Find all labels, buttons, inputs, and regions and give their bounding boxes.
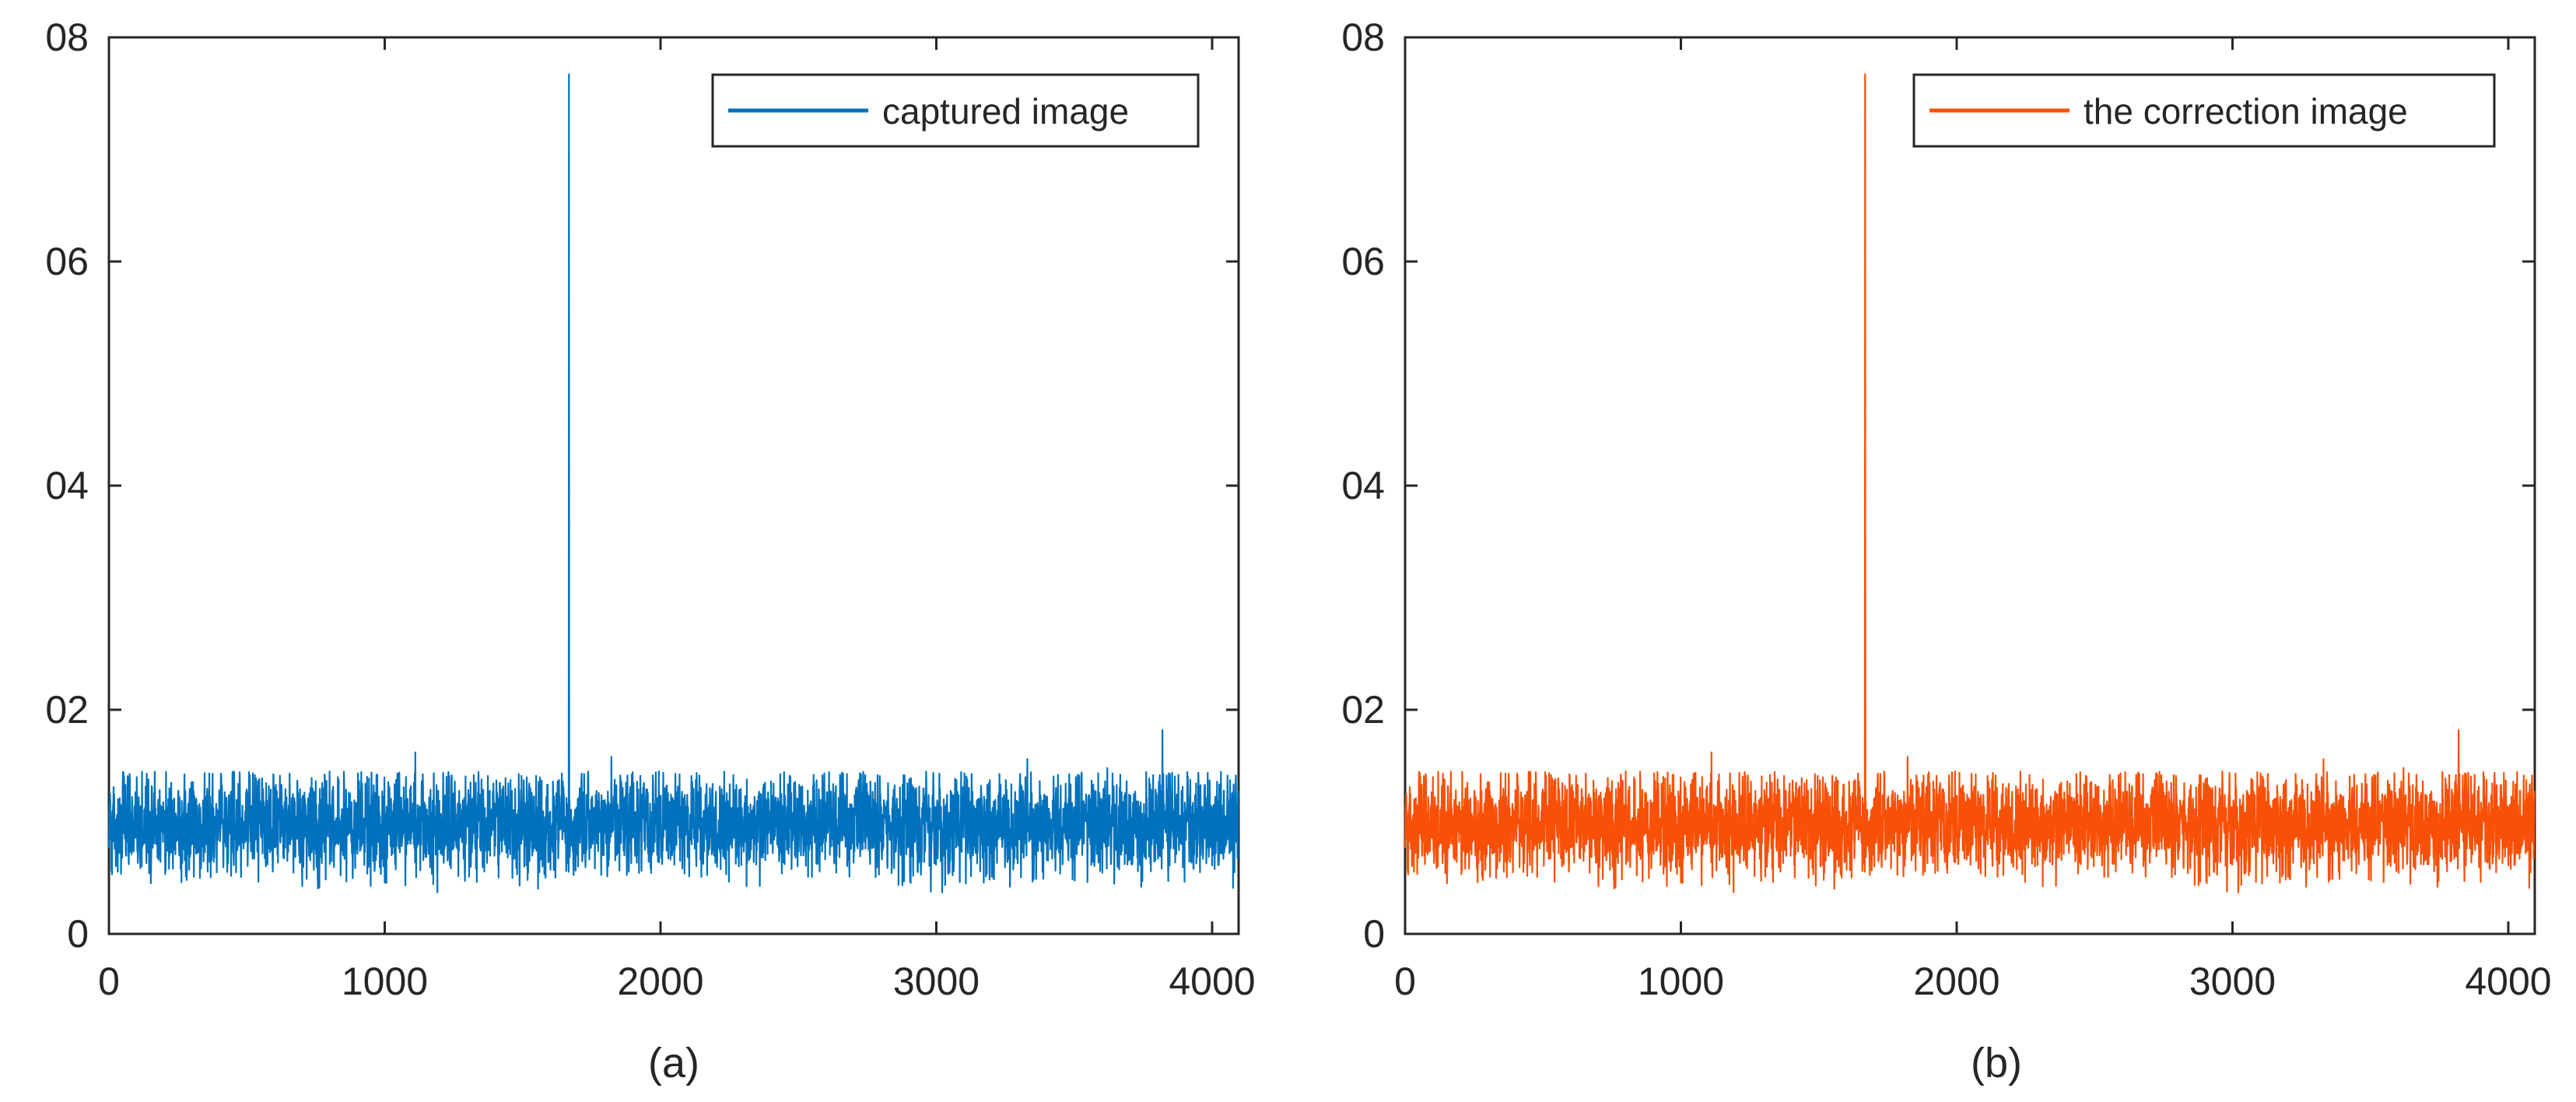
x-tick-label: 4000 [1169, 960, 1255, 1003]
x-tick-label: 0 [1394, 960, 1416, 1003]
panel-caption: (b) [1971, 1040, 2022, 1086]
y-tick-label: 0 [67, 912, 89, 956]
y-tick-label: 02 [1341, 688, 1385, 732]
legend: captured image [711, 73, 1200, 148]
series-line-group [107, 73, 1239, 893]
y-tick-label: 06 [45, 240, 89, 283]
axis-ticks: 0 1000 2000 3000 4000 0 02 04 06 08 [1341, 16, 2551, 1003]
panel-caption: (a) [648, 1040, 699, 1086]
axis-ticks: 0 1000 2000 3000 4000 0 02 04 06 08 [45, 16, 1255, 1003]
x-tick-label: 3000 [2189, 960, 2276, 1003]
x-tick-label: 0 [98, 960, 120, 1003]
series-line [107, 73, 1239, 893]
chart-panel-a: 0 1000 2000 3000 4000 0 02 04 06 08 captured imag… [45, 16, 1255, 1086]
chart-panel-b: 0 1000 2000 3000 4000 0 02 04 06 08 the correctio… [1341, 16, 2551, 1086]
y-tick-label: 04 [45, 464, 89, 507]
y-tick-label: 0 [1363, 912, 1385, 956]
x-tick-label: 1000 [1638, 960, 1724, 1003]
x-tick-label: 2000 [617, 960, 703, 1003]
x-tick-label: 3000 [893, 960, 980, 1003]
y-tick-label: 04 [1341, 464, 1385, 507]
legend-box [1912, 73, 2496, 148]
y-tick-label: 06 [1341, 240, 1385, 283]
y-tick-label: 08 [1341, 16, 1385, 59]
legend: the correction image [1912, 73, 2496, 148]
x-tick-label: 2000 [1913, 960, 1999, 1003]
x-tick-label: 4000 [2465, 960, 2551, 1003]
y-tick-label: 02 [45, 688, 89, 732]
legend-label: captured image [882, 91, 1129, 132]
series-line [1404, 73, 2536, 893]
x-tick-label: 1000 [342, 960, 428, 1003]
legend-label: the correction image [2084, 91, 2408, 132]
y-tick-label: 08 [45, 16, 89, 59]
series-line-group [1404, 73, 2536, 893]
